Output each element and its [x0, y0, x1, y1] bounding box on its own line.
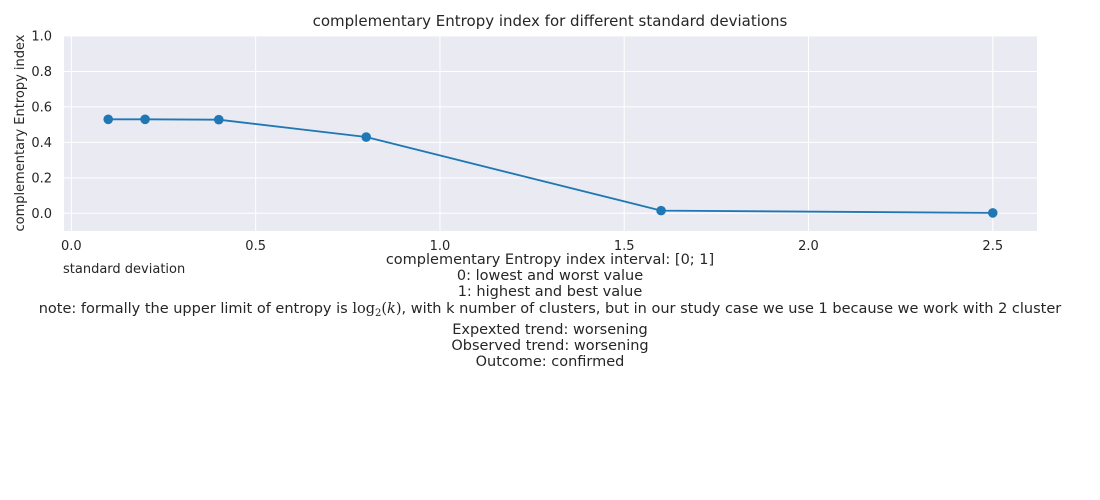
notes-block: complementary Entropy index interval: [0… [0, 252, 1100, 370]
observed-trend: Observed trend: worsening [451, 338, 649, 355]
interval-note: complementary Entropy index interval: [0… [385, 252, 715, 268]
entropy-limit-note: note: formally the upper limit of entrop… [38, 300, 1062, 319]
plot-area: 0.0 0.2 0.4 0.6 0.8 1.0 0.0 0.5 1.0 1.5 2.0 2.5 [31, 30, 1037, 250]
plot-background [64, 36, 1037, 231]
y-axis-label: complementary Entropy index [13, 34, 28, 231]
y-tick-label: 1.0 [31, 30, 52, 45]
note-suffix: , with k number of clusters, but in our … [401, 300, 1062, 317]
x-tick-label: 1.5 [614, 239, 635, 250]
chart: complementary Entropy index for differen… [13, 12, 1037, 250]
log-base: 2 [374, 307, 382, 319]
x-axis-label: standard deviation [63, 262, 186, 277]
x-tick-label: 2.5 [982, 239, 1003, 250]
log-function: log [352, 300, 375, 317]
data-point [361, 132, 372, 142]
x-tick-label: 0.0 [61, 239, 82, 250]
y-tick-label: 0.4 [31, 136, 52, 151]
data-point [103, 114, 114, 125]
y-tick-label: 0.8 [31, 65, 52, 80]
chart-title: complementary Entropy index for differen… [313, 12, 788, 30]
x-tick-label: 0.5 [245, 239, 266, 250]
data-point [140, 114, 150, 125]
expected-trend: Expexted trend: worsening [452, 321, 648, 338]
data-point [987, 208, 998, 218]
y-tick-label: 0.6 [31, 100, 52, 115]
x-tick-label: 2.0 [798, 239, 819, 250]
series-line [108, 118, 993, 214]
note-prefix: note: formally the upper limit of entrop… [38, 300, 353, 317]
x-tick-label: 1.0 [430, 239, 451, 250]
y-tick-label: 0.2 [31, 171, 52, 186]
log-argument: k [387, 300, 396, 317]
lowest-value-note: 0: lowest and worst value [456, 268, 644, 285]
data-point [213, 114, 224, 125]
y-tick-label: 0.0 [31, 207, 52, 222]
data-point [656, 205, 666, 216]
outcome: Outcome: confirmed [475, 354, 625, 371]
highest-value-note: 1: highest and best value [457, 284, 643, 301]
